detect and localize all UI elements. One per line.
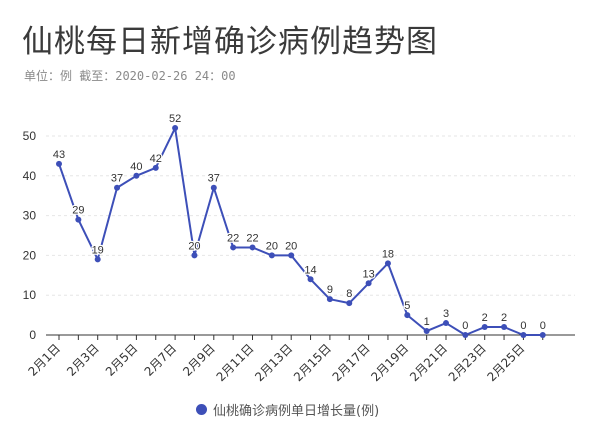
data-point [75, 216, 82, 223]
data-point [307, 276, 314, 283]
data-point [249, 244, 256, 251]
data-label: 29 [72, 205, 84, 217]
data-label: 22 [246, 232, 258, 244]
data-label: 13 [362, 268, 374, 280]
data-point [462, 332, 469, 338]
data-label: 37 [111, 173, 123, 185]
x-tick-label: 2月25日 [484, 341, 527, 384]
data-point [481, 324, 488, 331]
x-tick-label: 2月7日 [142, 341, 180, 379]
x-tick-label: 2月11日 [214, 341, 257, 384]
chart-subtitle: 单位：例 截至：2020-02-26 24：00 [24, 69, 236, 83]
data-label: 3 [443, 308, 449, 320]
x-tick-label: 2月23日 [446, 341, 489, 384]
data-label: 20 [285, 240, 297, 252]
x-tick-label: 2月19日 [368, 341, 411, 384]
data-point [365, 280, 372, 287]
data-point [133, 172, 140, 179]
x-tick-label: 2月9日 [180, 341, 218, 379]
data-point [326, 296, 333, 303]
x-tick-label: 2月13日 [252, 341, 295, 384]
y-tick-label: 30 [23, 209, 37, 223]
y-tick-label: 40 [23, 169, 37, 183]
data-label: 20 [188, 240, 200, 252]
data-label: 2 [501, 312, 507, 324]
data-point [404, 312, 411, 319]
series-polyline [58, 127, 543, 336]
data-label: 0 [520, 320, 526, 332]
data-point [94, 256, 101, 263]
data-point [501, 324, 508, 331]
data-point [210, 184, 217, 191]
data-point [230, 244, 237, 251]
y-tick-label: 10 [23, 288, 37, 302]
data-label: 19 [92, 244, 104, 256]
data-point [423, 328, 430, 335]
data-point [56, 160, 62, 167]
legend-swatch-icon [196, 404, 207, 415]
data-label: 14 [304, 264, 316, 276]
data-point [114, 184, 121, 191]
data-point [384, 260, 391, 267]
data-label: 22 [227, 232, 239, 244]
data-label: 8 [346, 288, 352, 300]
y-tick-label: 50 [23, 129, 37, 143]
data-point [539, 332, 546, 338]
series-line [58, 127, 543, 336]
data-point [443, 320, 449, 327]
data-label: 0 [462, 320, 468, 332]
x-tick-label: 2月15日 [291, 341, 334, 384]
data-point [172, 125, 179, 132]
chart-title: 仙桃每日新增确诊病例趋势图 [22, 24, 438, 60]
data-points [56, 125, 546, 338]
data-point [268, 252, 275, 259]
y-tick-label: 20 [23, 248, 37, 262]
grid-lines [46, 135, 575, 296]
data-label: 18 [382, 248, 394, 260]
data-label: 37 [208, 173, 220, 185]
x-tick-label: 2月3日 [64, 341, 102, 379]
data-point [191, 252, 198, 259]
data-point [288, 252, 295, 259]
data-label: 43 [53, 149, 65, 161]
data-label: 42 [150, 153, 162, 165]
data-point [152, 164, 159, 171]
data-label: 1 [424, 316, 430, 328]
data-label: 40 [130, 161, 142, 173]
x-tick-label: 2月1日 [25, 341, 63, 379]
data-label: 2 [482, 312, 488, 324]
data-label: 9 [327, 284, 333, 296]
data-label: 0 [540, 320, 546, 332]
data-label: 5 [404, 300, 410, 312]
legend-label: 仙桃确诊病例单日增长量(例) [213, 404, 380, 419]
data-point [520, 332, 527, 338]
x-tick-label: 2月5日 [103, 341, 141, 379]
data-point [346, 300, 353, 307]
y-tick-label: 0 [29, 328, 36, 342]
legend[interactable]: 仙桃确诊病例单日增长量(例) [196, 400, 379, 419]
data-label: 52 [169, 113, 181, 125]
x-tick-label: 2月17日 [330, 341, 373, 384]
data-label: 20 [266, 240, 278, 252]
x-tick-label: 2月21日 [407, 341, 450, 384]
